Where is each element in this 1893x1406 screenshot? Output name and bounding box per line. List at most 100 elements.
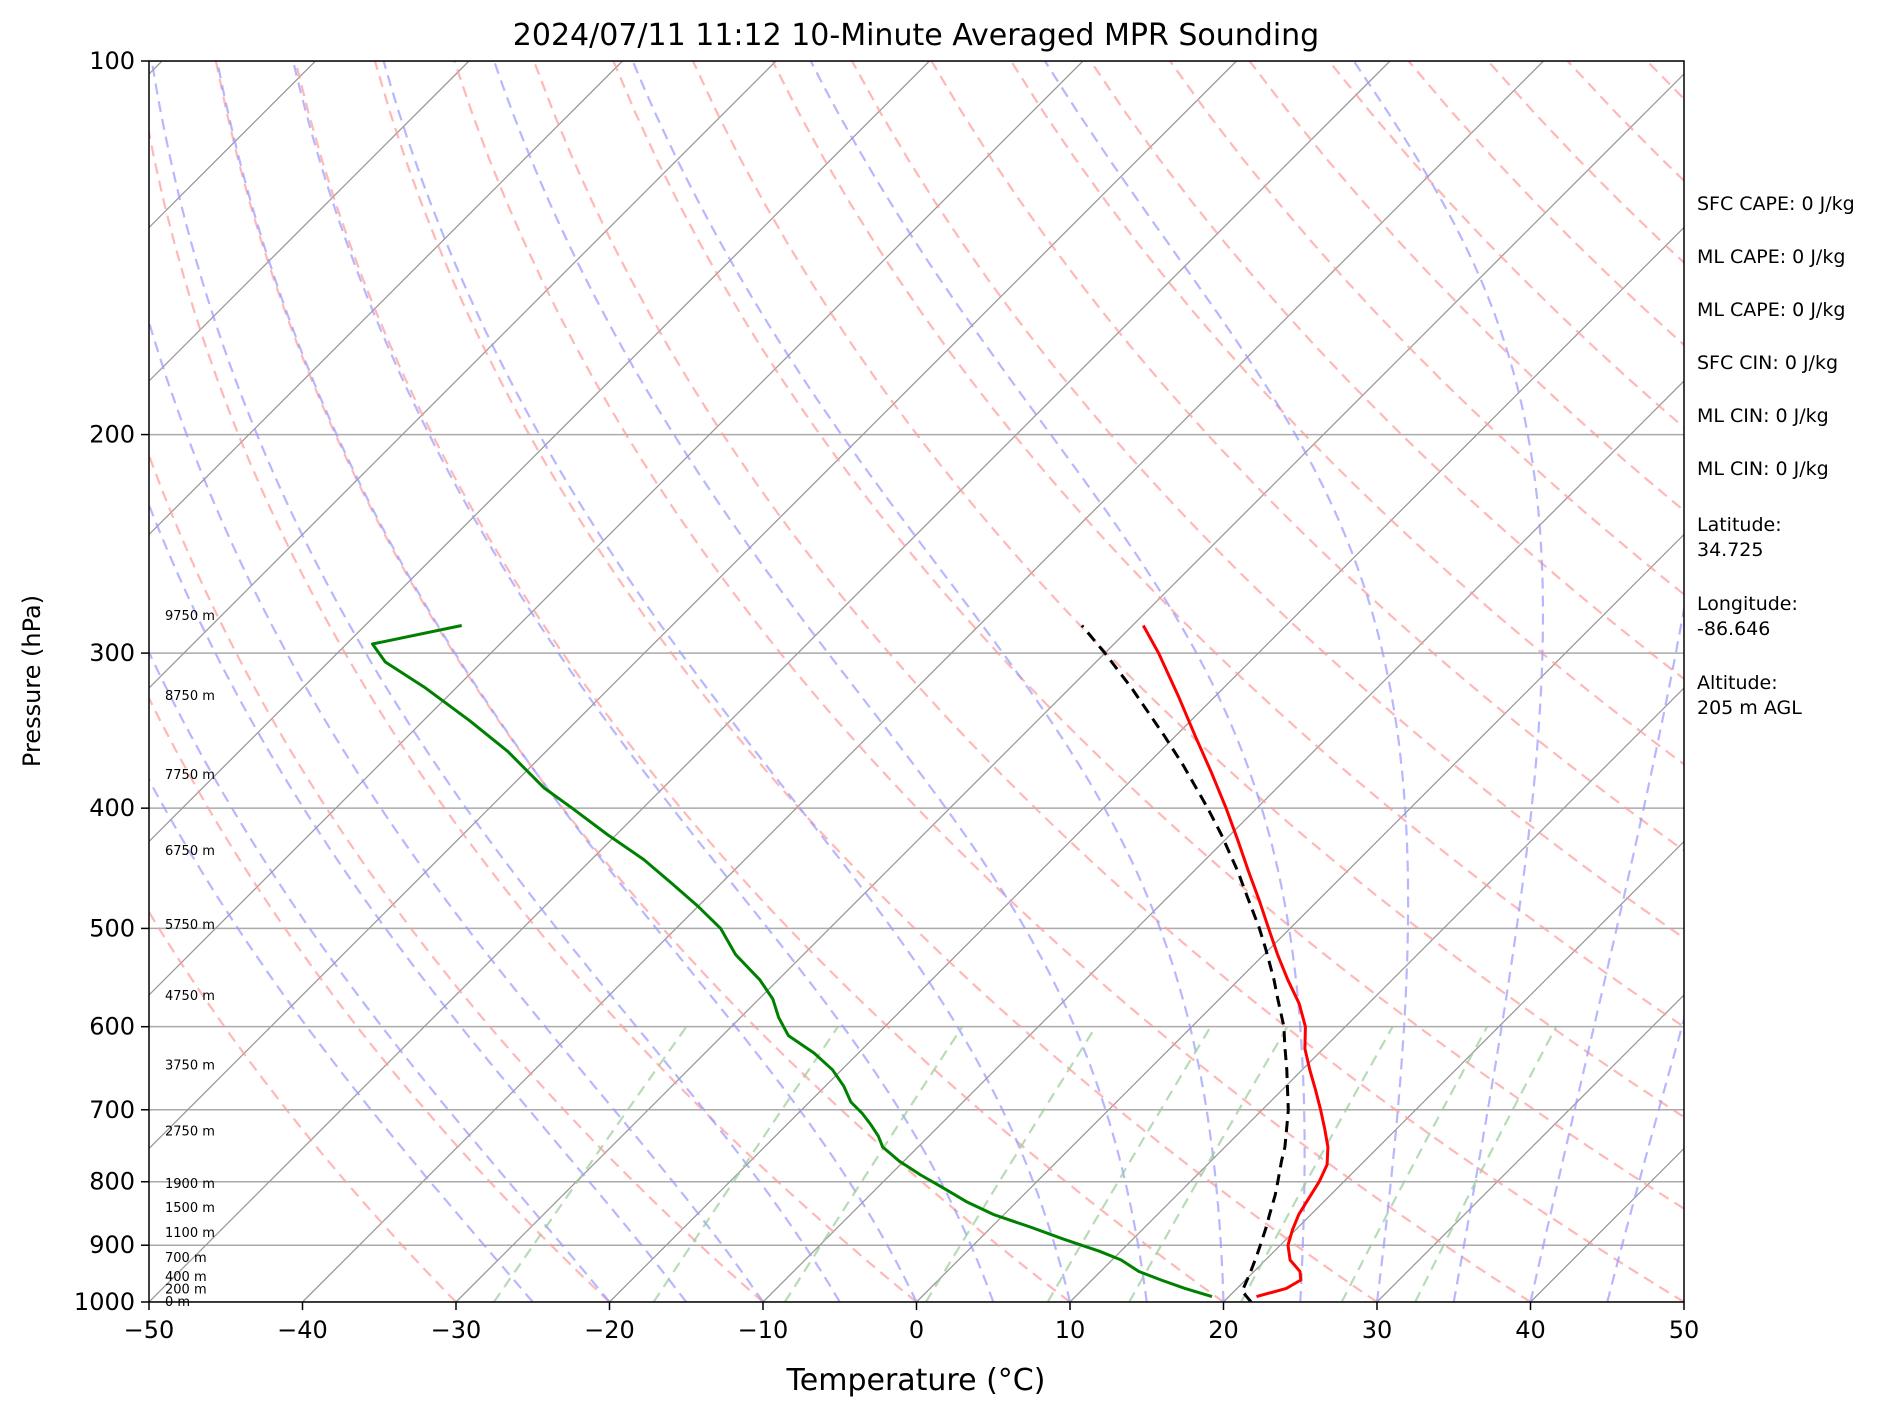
x-axis-label: Temperature (°C): [786, 1363, 1046, 1398]
moist-adiabat-line: [1529, 603, 1684, 1302]
info-ml-cin-2: ML CIN: 0 J/kg: [1697, 458, 1829, 480]
moist-adiabat-line: [149, 649, 611, 1302]
isotherm-line: [1223, 840, 1684, 1302]
dry-adiabat-line: [294, 61, 1225, 1302]
info-sfc-cin: SFC CIN: 0 J/kg: [1697, 352, 1838, 374]
isotherm-line: [149, 61, 1391, 1302]
isotherm-line: [149, 61, 777, 689]
mixing-ratio-line: [492, 1026, 688, 1302]
dry-adiabat-line: [214, 61, 1071, 1302]
dry-adiabat-line: [612, 61, 1684, 1210]
x-tick-label: 20: [1208, 1316, 1239, 1344]
mixing-ratio-line: [1240, 1026, 1394, 1302]
height-label: 1900 m: [165, 1177, 215, 1192]
moist-adiabat-line: [292, 61, 995, 1302]
moist-adiabat-line: [149, 502, 688, 1302]
dry-adiabat-line: [149, 910, 457, 1302]
dry-adiabat-line: [1089, 61, 1684, 681]
y-tick-label: 700: [89, 1096, 135, 1124]
moist-adiabat-line: [149, 777, 534, 1302]
height-label: 7750 m: [165, 768, 215, 783]
y-axis: 100 200 300 400 500 600 700 800 900 1000: [74, 47, 149, 1316]
background-lines: [149, 61, 1893, 1302]
moist-adiabat-line: [1043, 61, 1410, 1302]
isotherm-line: [1069, 687, 1684, 1302]
height-label: 2750 m: [165, 1125, 215, 1140]
x-tick-label: 50: [1669, 1316, 1700, 1344]
height-label: 1500 m: [165, 1201, 215, 1216]
isotherm-line: [149, 61, 930, 843]
info-altitude-value: 205 m AGL: [1697, 697, 1802, 719]
info-latitude-value: 34.725: [1697, 539, 1763, 561]
info-longitude-label: Longitude:: [1697, 593, 1798, 615]
isotherm-line: [149, 61, 316, 229]
y-tick-label: 200: [89, 421, 135, 449]
isotherm-line: [762, 380, 1684, 1302]
isotherm-line: [609, 226, 1684, 1302]
x-tick-label: −40: [277, 1316, 328, 1344]
moist-adiabat-line: [149, 318, 764, 1302]
dry-adiabat-line: [1886, 61, 1893, 1302]
dry-adiabat-line: [691, 61, 1684, 1119]
info-sfc-cape: SFC CAPE: 0 J/kg: [1697, 193, 1855, 215]
temperature-line: [1141, 624, 1330, 1299]
height-label: 9750 m: [165, 609, 215, 624]
moist-adiabat-line: [493, 61, 1148, 1302]
dry-adiabat-line: [149, 126, 918, 1302]
dewpoint-line: [371, 624, 1213, 1299]
isotherm-line: [916, 533, 1684, 1302]
isotherm-line: [149, 61, 1237, 1150]
isotherm-line: [455, 73, 1684, 1302]
chart-title: 2024/07/11 11:12 10-Minute Averaged MPR …: [513, 18, 1319, 53]
x-tick-label: 40: [1515, 1316, 1546, 1344]
mixing-ratio-line: [652, 1026, 839, 1302]
y-tick-label: 400: [89, 794, 135, 822]
isotherm-line: [1376, 994, 1684, 1302]
dry-adiabat-line: [1169, 61, 1684, 596]
dry-adiabat-line: [930, 61, 1684, 852]
parcel-line: [1080, 624, 1290, 1302]
dry-adiabat-line: [532, 61, 1684, 1302]
y-tick-label: 900: [89, 1231, 135, 1259]
y-tick-label: 100: [89, 47, 135, 75]
dry-adiabat-line: [771, 61, 1684, 1029]
dry-adiabat-line: [149, 452, 764, 1302]
dry-adiabat-line: [373, 61, 1378, 1302]
y-tick-label: 800: [89, 1168, 135, 1196]
mixing-ratio-line: [1414, 1026, 1558, 1302]
height-label: 4750 m: [165, 989, 215, 1004]
x-axis: −50 −40 −30 −20 −10 0 10 20 30 40 50: [124, 1302, 1700, 1344]
moist-adiabat-line: [382, 61, 1072, 1302]
y-tick-label: 1000: [74, 1288, 135, 1316]
height-label: 1100 m: [165, 1226, 215, 1241]
info-longitude-value: -86.646: [1697, 618, 1770, 640]
mixing-ratio-line: [1046, 1026, 1212, 1302]
y-axis-label: Pressure (hPa): [18, 595, 46, 767]
y-tick-label: 500: [89, 914, 135, 942]
x-tick-label: 30: [1362, 1316, 1393, 1344]
y-tick-label: 600: [89, 1013, 135, 1041]
moist-adiabat-line: [1606, 1015, 1684, 1302]
height-label: 0 m: [165, 1295, 190, 1310]
x-tick-label: 0: [909, 1316, 924, 1344]
info-ml-cin: ML CIN: 0 J/kg: [1697, 405, 1829, 427]
x-tick-label: −50: [124, 1316, 175, 1344]
moist-adiabat-line: [216, 61, 918, 1302]
isotherm-line: [149, 61, 1084, 996]
info-panel: SFC CAPE: 0 J/kg ML CAPE: 0 J/kg ML CAPE…: [1697, 193, 1855, 719]
mixing-ratio-line: [1128, 1026, 1289, 1302]
height-label: 5750 m: [165, 918, 215, 933]
x-tick-label: −30: [431, 1316, 482, 1344]
height-label: 6750 m: [165, 844, 215, 859]
isotherm-line: [149, 61, 470, 382]
mixing-ratio-line: [1340, 1026, 1489, 1302]
moist-adiabat-line: [1352, 61, 1545, 1302]
moist-adiabat-line: [809, 61, 1306, 1302]
dry-adiabat-line: [851, 61, 1684, 940]
info-ml-cape: ML CAPE: 0 J/kg: [1697, 246, 1845, 268]
height-label: 8750 m: [165, 689, 215, 704]
moist-adiabat-line: [631, 61, 1225, 1302]
moist-adiabat-line: [150, 61, 841, 1302]
